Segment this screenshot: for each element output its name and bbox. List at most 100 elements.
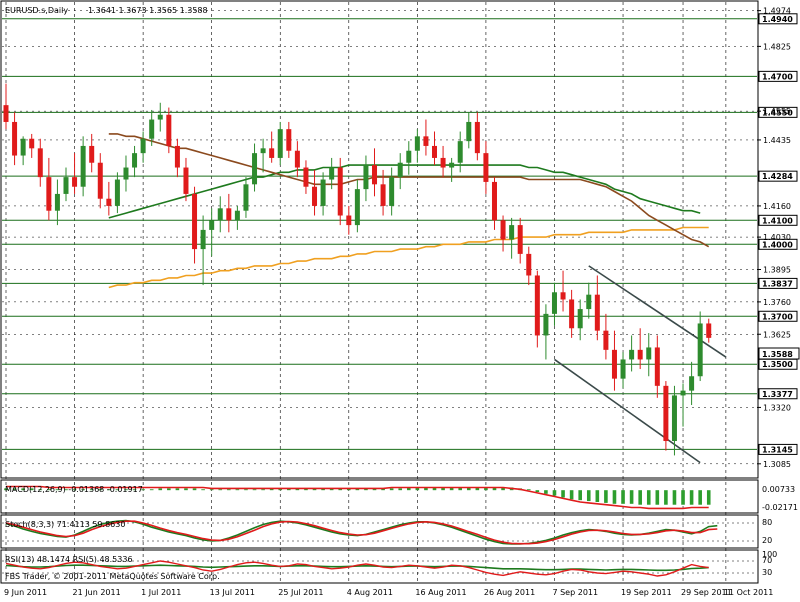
candle-body bbox=[432, 145, 437, 158]
candle-body bbox=[414, 136, 420, 151]
candle-body bbox=[517, 225, 523, 254]
candle-body bbox=[166, 114, 172, 146]
macd-bar bbox=[389, 488, 394, 491]
macd-bar bbox=[184, 488, 188, 491]
macd-bar bbox=[338, 488, 343, 491]
candle-body bbox=[72, 177, 78, 187]
macd-bar bbox=[458, 487, 463, 491]
candle-body bbox=[491, 181, 497, 221]
level-label: 1.4550 bbox=[762, 108, 793, 117]
macd-bar bbox=[535, 490, 540, 492]
macd-axis-bottom: -0.02171 bbox=[762, 503, 798, 512]
candle-body bbox=[337, 167, 343, 216]
candle-body bbox=[380, 184, 386, 206]
candle-body bbox=[132, 153, 138, 168]
level-label-box bbox=[758, 13, 798, 25]
macd-bar bbox=[278, 488, 283, 491]
date-label: 16 Aug 2011 bbox=[415, 588, 466, 597]
level-label: 1.4700 bbox=[762, 72, 793, 81]
macd-label: MACD(12,26,9) -0.01368 -0.01917 bbox=[5, 485, 143, 494]
macd-bar bbox=[81, 489, 85, 491]
candle-body bbox=[671, 395, 677, 442]
macd-signal-line bbox=[6, 485, 709, 510]
candle-body bbox=[114, 179, 120, 206]
price-tick-label: 1.3085 bbox=[763, 460, 791, 469]
macd-bar bbox=[158, 488, 163, 491]
candle-body bbox=[149, 119, 155, 139]
macd-bar bbox=[4, 488, 8, 491]
horizontal-levels[interactable]: 1.4940 1.4700 1.4550 1.4284 1.4100 1.4000 1.38… bbox=[2, 13, 798, 455]
macd-bar bbox=[552, 490, 557, 496]
candle-body bbox=[252, 153, 258, 185]
macd-bar bbox=[261, 489, 265, 491]
macd-bar bbox=[432, 487, 437, 491]
channel-lower-line[interactable] bbox=[554, 358, 701, 464]
candle-body bbox=[294, 150, 300, 168]
macd-bar bbox=[475, 487, 480, 491]
candle-body bbox=[509, 225, 515, 240]
candle-body bbox=[560, 292, 566, 300]
candle-body bbox=[200, 229, 206, 250]
macd-bar bbox=[621, 490, 625, 504]
macd-bar bbox=[287, 488, 291, 491]
trend-channel[interactable] bbox=[554, 265, 727, 464]
macd-bar bbox=[595, 490, 600, 502]
stoch-axis-top: 80 bbox=[762, 518, 772, 527]
candle-body bbox=[209, 220, 215, 230]
candle-body bbox=[3, 105, 9, 122]
macd-bar bbox=[638, 490, 642, 505]
price-tick-label: 1.4435 bbox=[763, 136, 791, 145]
date-label: 9 Jun 2011 bbox=[4, 588, 47, 597]
date-label: 7 Sep 2011 bbox=[552, 588, 598, 597]
candle-body bbox=[363, 165, 369, 190]
footer-copyright: FBS Trader, © 2001-2011 MetaQuotes Softw… bbox=[5, 572, 220, 581]
macd-bar bbox=[466, 487, 471, 491]
stoch-label: Stoch(8,3,3) 71.4113 59.8630 bbox=[5, 520, 125, 529]
macd-bar bbox=[492, 487, 497, 491]
candle-body bbox=[474, 121, 480, 154]
macd-bar bbox=[132, 489, 137, 491]
channel-upper-line[interactable] bbox=[588, 265, 727, 358]
macd-bar bbox=[244, 489, 248, 491]
candle-body bbox=[260, 148, 266, 154]
level-label: 1.4284 bbox=[762, 172, 793, 181]
stochastic-indicator bbox=[2, 519, 757, 545]
date-label: 26 Aug 2011 bbox=[484, 588, 535, 597]
macd-bar bbox=[381, 488, 385, 491]
level-label-box bbox=[758, 70, 798, 82]
macd-bar bbox=[124, 489, 128, 491]
candle-body bbox=[192, 193, 198, 250]
macd-bar bbox=[698, 490, 702, 505]
stoch-panel bbox=[0, 514, 759, 549]
candle-body bbox=[354, 189, 360, 226]
price-tick-label: 1.3320 bbox=[763, 403, 791, 412]
candle-body bbox=[46, 177, 52, 211]
candle-body bbox=[551, 292, 557, 314]
macd-bar bbox=[312, 488, 317, 491]
macd-bar bbox=[98, 489, 103, 491]
candle-body bbox=[397, 162, 403, 178]
candle-body bbox=[226, 208, 232, 221]
candle-body bbox=[346, 215, 352, 226]
price-tick-label: 1.4825 bbox=[763, 42, 791, 51]
macd-bar bbox=[295, 488, 300, 491]
candle-body bbox=[646, 347, 652, 360]
date-label: 1 Jul 2011 bbox=[141, 588, 181, 597]
macd-bar bbox=[269, 488, 274, 491]
level-label-box bbox=[758, 388, 798, 400]
macd-bar bbox=[578, 490, 582, 501]
macd-bar bbox=[175, 488, 180, 491]
stoch-axis-bottom: 20 bbox=[762, 536, 772, 545]
macd-bar bbox=[141, 489, 145, 491]
macd-bar bbox=[604, 490, 608, 503]
candle-body bbox=[663, 385, 669, 442]
macd-bar bbox=[655, 490, 660, 505]
macd-bar bbox=[689, 490, 694, 505]
candle-body bbox=[312, 186, 318, 206]
time-axis: 9 Jun 2011 21 Jun 2011 1 Jul 2011 13 Jul 20… bbox=[4, 588, 773, 597]
level-label-box bbox=[758, 310, 798, 322]
candle-body bbox=[89, 145, 95, 163]
candle-body bbox=[697, 323, 703, 377]
macd-bar bbox=[398, 488, 403, 491]
